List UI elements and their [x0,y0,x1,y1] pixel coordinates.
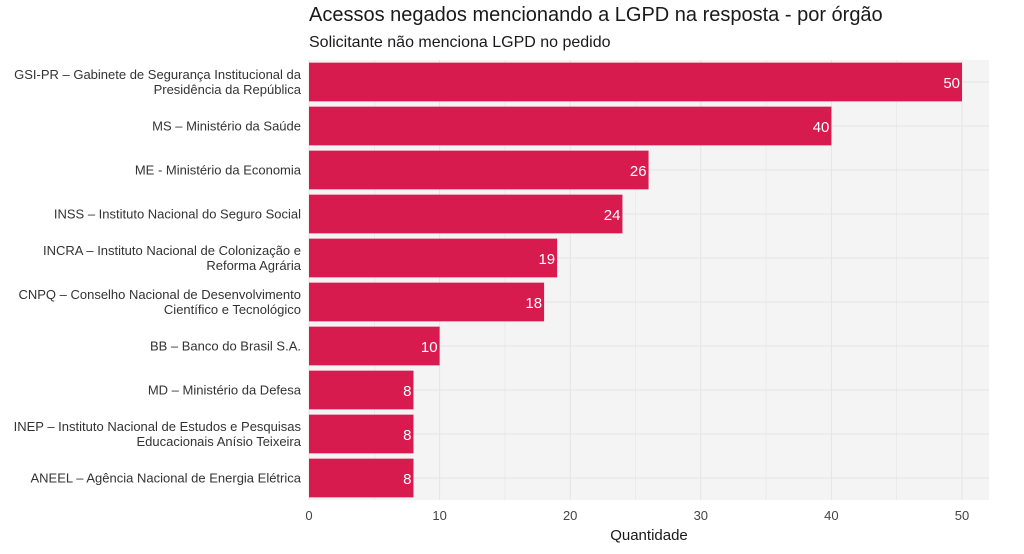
bar-value-label: 8 [403,471,411,488]
x-tick-label: 30 [694,508,708,523]
bar-value-label: 26 [630,163,647,180]
x-tick-label: 50 [955,508,969,523]
category-label: MS – Ministério da Saúde [152,119,301,134]
bar [309,414,414,454]
x-axis-title: Quantidade [610,527,688,544]
chart-subtitle: Solicitante não menciona LGPD no pedido [309,34,611,51]
bar-value-label: 8 [403,427,411,444]
bar [309,62,962,102]
category-label: Educacionais Anísio Teixeira [136,434,301,449]
category-label: ANEEL – Agência Nacional de Energia Elét… [30,471,301,486]
bar [309,150,649,190]
bar-value-label: 8 [403,383,411,400]
bar [309,194,623,234]
category-label: INCRA – Instituto Nacional de Colonizaçã… [43,243,301,258]
category-label: Presidência da República [154,82,302,97]
bar-value-label: 50 [943,75,960,92]
category-label: Reforma Agrária [206,258,301,273]
category-label: Científico e Tecnológico [164,302,301,317]
bar-value-label: 24 [604,207,621,224]
category-label: MD – Ministério da Defesa [148,383,302,398]
bar [309,370,414,410]
bar-value-label: 10 [421,339,438,356]
bar [309,238,558,278]
x-tick-label: 20 [563,508,577,523]
category-label: BB – Banco do Brasil S.A. [150,339,301,354]
category-label: INSS – Instituto Nacional do Seguro Soci… [54,207,301,222]
category-label: CNPQ – Conselho Nacional de Desenvolvime… [18,287,301,302]
x-tick-label: 10 [432,508,446,523]
category-label: ME - Ministério da Economia [135,163,302,178]
category-label: INEP – Instituto Nacional de Estudos e P… [14,419,302,434]
bar [309,458,414,498]
bar [309,282,545,322]
x-tick-label: 40 [824,508,838,523]
bar-value-label: 40 [813,119,830,136]
bar [309,326,440,366]
x-tick-label: 0 [305,508,312,523]
bar-value-label: 18 [525,295,542,312]
chart-title: Acessos negados mencionando a LGPD na re… [309,4,883,26]
bar [309,106,832,146]
category-label: GSI-PR – Gabinete de Segurança Instituci… [14,67,302,82]
bar-value-label: 19 [538,251,555,268]
